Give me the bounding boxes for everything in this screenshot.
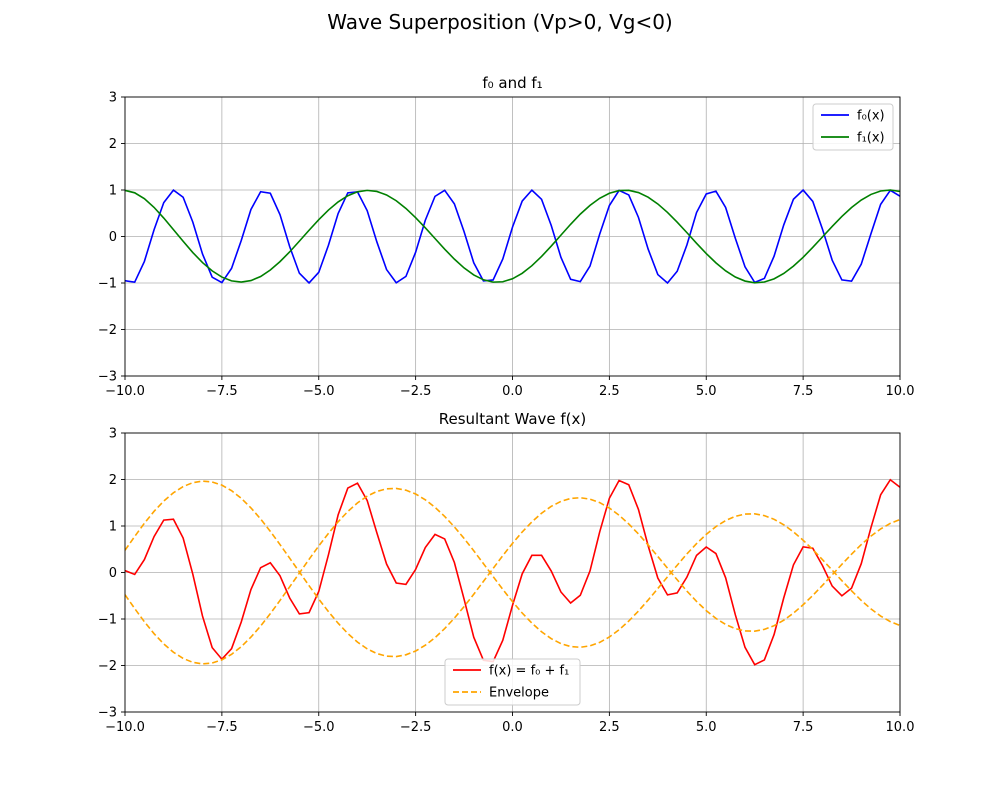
legend-label: f₁(x)	[857, 131, 885, 146]
series-line-envelope-lower	[125, 487, 900, 665]
y-tick-label: −1	[98, 277, 117, 292]
y-tick-label: 2	[109, 473, 117, 488]
x-tick-label: 7.5	[793, 720, 814, 735]
chart-panel-1: −10.0 −7.5 −5.0 −2.5 0.0 2.5 5.0 7.5 10.0 −3 −2 −1 0…	[98, 74, 915, 399]
series-line-f-x	[125, 188, 900, 285]
x-tick-label: 10.0	[886, 384, 915, 399]
legend-label: f(x) = f₀ + f₁	[489, 664, 569, 679]
x-tick-label: −10.0	[105, 720, 145, 735]
x-tick-label: 5.0	[696, 720, 717, 735]
x-tick-label: −10.0	[105, 384, 145, 399]
series-line-f-x	[125, 189, 900, 284]
y-tick-label: 0	[109, 566, 117, 581]
x-tick-label: 7.5	[793, 384, 814, 399]
figure-title: Wave Superposition (Vp>0, Vg<0)	[327, 10, 673, 34]
legend: f₀(x) f₁(x)	[812, 103, 894, 151]
legend-label: f₀(x)	[857, 109, 885, 124]
x-tick-label: 10.0	[886, 720, 915, 735]
x-tick-label: −2.5	[400, 720, 432, 735]
y-tick-label: 3	[109, 91, 117, 106]
x-tick-label: 2.5	[599, 720, 620, 735]
x-tick-label: −7.5	[206, 720, 238, 735]
subplot-title: f₀ and f₁	[482, 74, 542, 92]
chart-panel-2: −10.0 −7.5 −5.0 −2.5 0.0 2.5 5.0 7.5 10.0 −3 −2 −1 0…	[98, 410, 915, 735]
y-tick-label: 1	[109, 520, 117, 535]
y-tick-label: −3	[98, 370, 117, 385]
y-tick-label: 2	[109, 137, 117, 152]
series-line-envelope	[125, 480, 900, 658]
x-tick-label: 5.0	[696, 384, 717, 399]
y-tick-label: −2	[98, 323, 117, 338]
y-tick-label: −3	[98, 706, 117, 721]
x-tick-label: −5.0	[303, 384, 335, 399]
x-tick-label: 0.0	[502, 720, 523, 735]
x-tick-label: −5.0	[303, 720, 335, 735]
legend-label: Envelope	[489, 686, 549, 701]
y-tick-label: −2	[98, 659, 117, 674]
x-tick-label: 0.0	[502, 384, 523, 399]
x-tick-label: −7.5	[206, 384, 238, 399]
y-tick-label: 0	[109, 230, 117, 245]
y-tick-label: −1	[98, 613, 117, 628]
y-tick-label: 1	[109, 184, 117, 199]
x-tick-label: 2.5	[599, 384, 620, 399]
legend: f(x) = f₀ + f₁ Envelope	[444, 658, 581, 706]
x-tick-label: −2.5	[400, 384, 432, 399]
y-tick-label: 3	[109, 427, 117, 442]
subplot-title: Resultant Wave f(x)	[439, 410, 587, 428]
series-line-f-x-f-f	[125, 478, 900, 666]
